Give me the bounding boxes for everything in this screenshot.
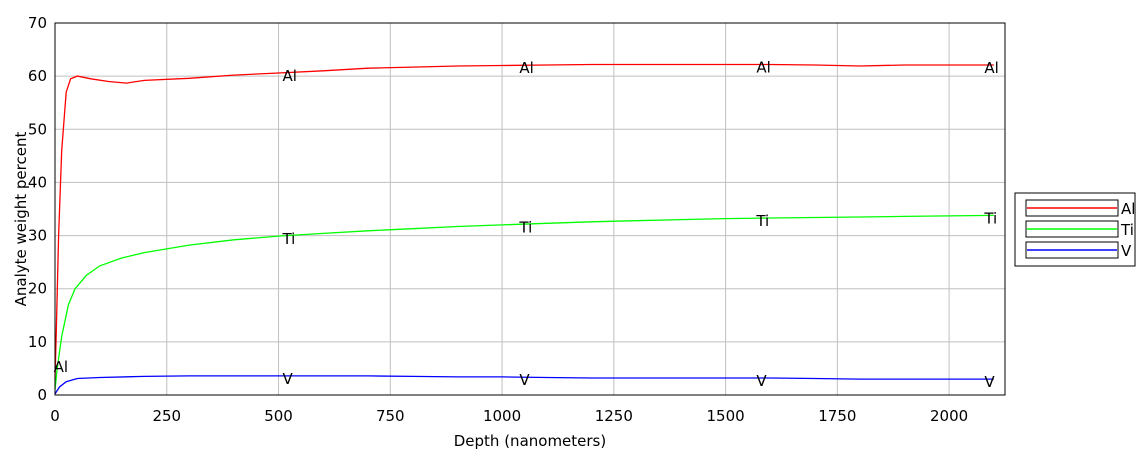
- legend-label-v: V: [1121, 242, 1132, 260]
- series-point-labels: Al Al Al Al Al Ti Ti Ti Ti V V V V: [54, 58, 999, 391]
- series-lines: [54, 63, 994, 395]
- y-tick-label: 0: [37, 386, 47, 404]
- series-label-al: Al: [282, 67, 296, 85]
- y-tick-label: 20: [28, 280, 47, 298]
- series-label-al: Al: [519, 59, 533, 77]
- series-label-ti: Ti: [755, 212, 769, 230]
- series-label-v: V: [519, 371, 530, 389]
- y-tick-label: 60: [28, 67, 47, 85]
- series-label-v: V: [984, 373, 995, 391]
- x-tick-label: 1750: [818, 407, 856, 425]
- x-tick-label: 1500: [706, 407, 744, 425]
- plot-area-border: [54, 22, 1006, 396]
- x-tick-label: 500: [264, 407, 293, 425]
- x-tick-label: 1000: [483, 407, 521, 425]
- legend-label-al: Al: [1121, 200, 1135, 218]
- series-label-ti: Ti: [983, 209, 997, 227]
- series-line-ti: [54, 214, 994, 390]
- x-tick-label: 250: [152, 407, 181, 425]
- x-tick-label: 2000: [930, 407, 968, 425]
- axis-tick-labels: 0 250 500 750 1000 1250 1500 1750 2000 0 10 20 30 40 5…: [28, 14, 968, 425]
- series-label-v: V: [756, 372, 767, 390]
- legend-label-ti: Ti: [1120, 221, 1134, 239]
- series-label-v: V: [282, 370, 293, 388]
- series-label-ti: Ti: [281, 230, 295, 248]
- series-label-ti: Ti: [518, 218, 532, 236]
- series-label-al: Al: [54, 358, 68, 376]
- x-tick-label: 1250: [595, 407, 633, 425]
- y-tick-label: 40: [28, 173, 47, 191]
- y-axis-title: Analyte weight percent: [12, 132, 30, 307]
- series-label-al: Al: [756, 58, 770, 76]
- series-line-v: [54, 375, 994, 395]
- y-tick-label: 30: [28, 227, 47, 245]
- y-tick-label: 50: [28, 120, 47, 138]
- legend: Al Ti V: [1014, 192, 1136, 267]
- series-line-al: [54, 63, 994, 380]
- x-axis-title: Depth (nanometers): [454, 432, 606, 450]
- y-tick-label: 70: [28, 14, 47, 32]
- x-tick-label: 750: [376, 407, 405, 425]
- series-label-al: Al: [984, 59, 998, 77]
- x-tick-label: 0: [50, 407, 60, 425]
- y-tick-label: 10: [28, 333, 47, 351]
